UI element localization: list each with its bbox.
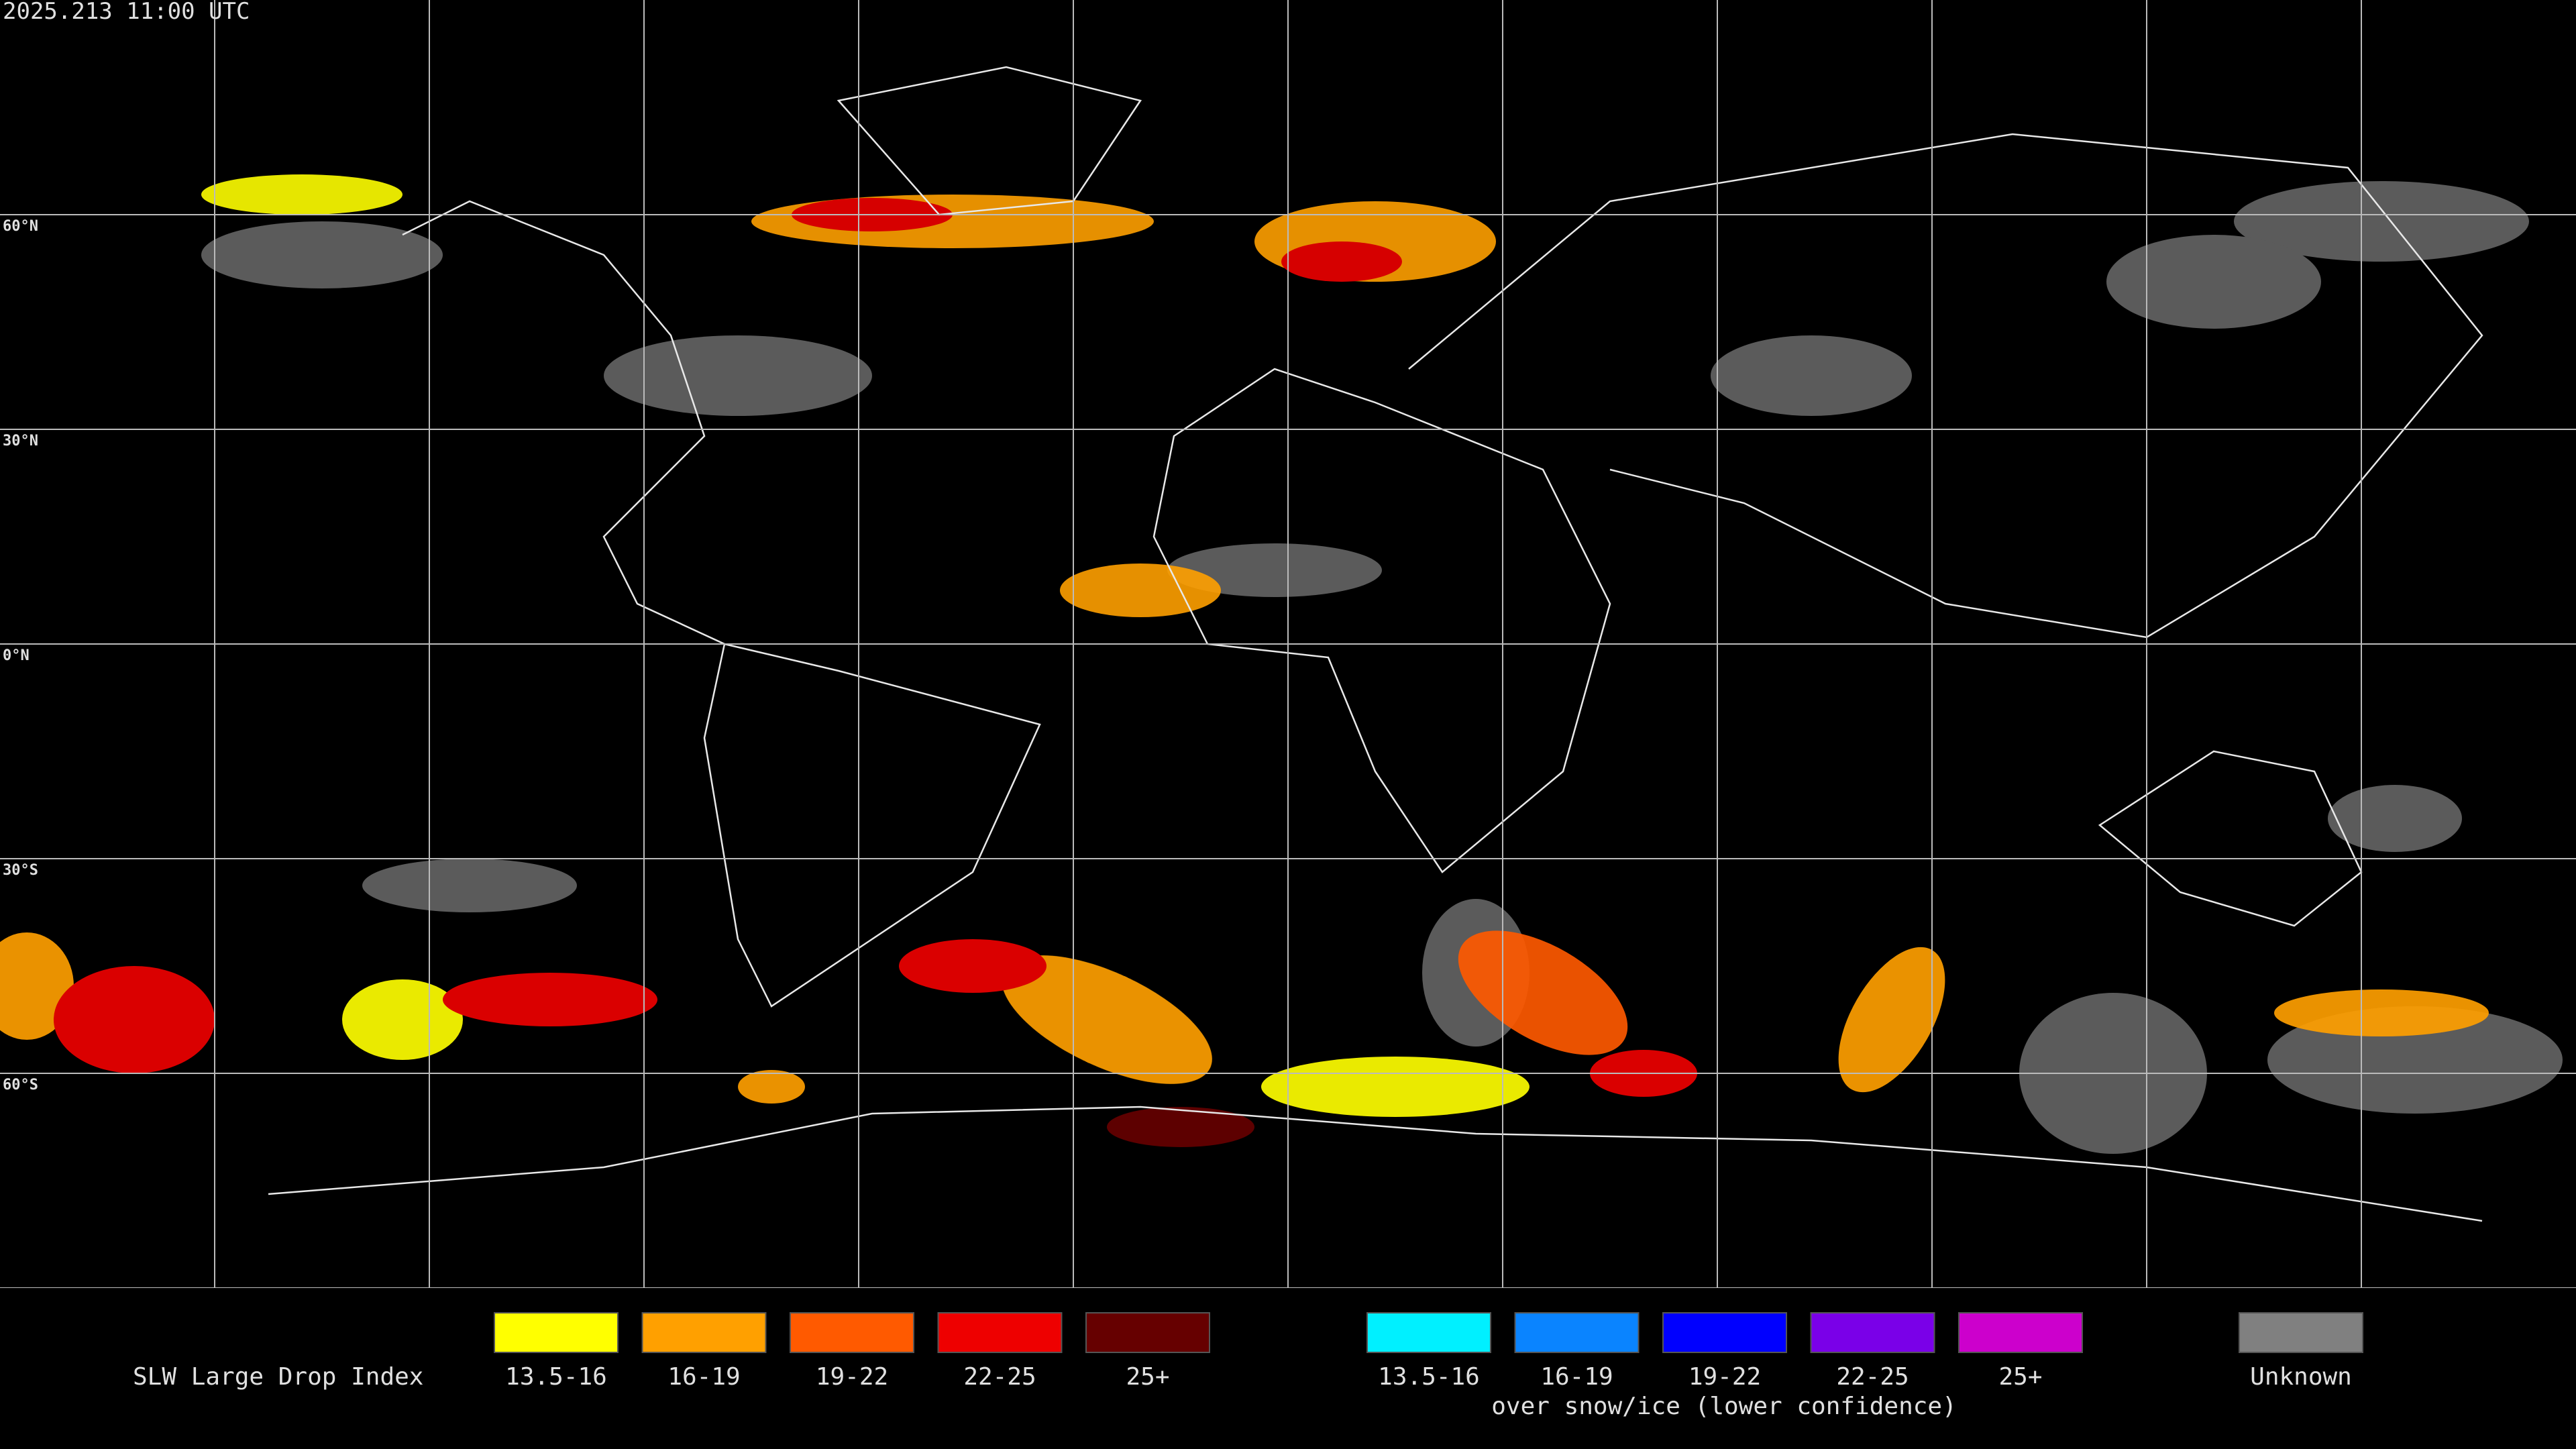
legend-swatch	[1085, 1312, 1210, 1353]
legend-panel	[0, 1288, 2576, 1449]
legend-swatch	[790, 1312, 914, 1353]
legend-label: 13.5-16	[1378, 1363, 1480, 1391]
legend-label: 25+	[1998, 1363, 2042, 1391]
legend-label: Unknown	[2250, 1363, 2352, 1391]
cloud-field	[0, 174, 2563, 1154]
legend-swatch	[641, 1312, 767, 1353]
legend-label: 16-19	[667, 1363, 740, 1391]
legend-swatch	[937, 1312, 1063, 1353]
legend-label: 19-22	[816, 1363, 888, 1391]
latitude-label: 60°N	[3, 218, 38, 235]
legend-label: 25+	[1126, 1363, 1169, 1391]
legend-label: 13.5-16	[505, 1363, 607, 1391]
latitude-label: 0°N	[3, 647, 30, 664]
coastlines	[268, 66, 2483, 1222]
legend-label: 16-19	[1540, 1363, 1613, 1391]
timestamp: 2025.213 11:00 UTC	[3, 0, 250, 25]
legend: 13.5-16 16-19 19-22 22-25 25+ 13.5-16 16-19 19-…	[494, 1312, 2363, 1391]
legend-label: 22-25	[963, 1363, 1036, 1391]
latitude-label: 30°N	[3, 433, 38, 449]
legend-swatch	[494, 1312, 619, 1353]
legend-swatch	[2239, 1312, 2363, 1353]
legend-swatch	[1810, 1312, 1935, 1353]
legend-title: SLW Large Drop Index	[133, 1363, 423, 1391]
legend-swatch	[1958, 1312, 2083, 1353]
latitude-label: 30°S	[3, 862, 38, 879]
legend-swatch	[1662, 1312, 1787, 1353]
graticule: 60°N 30°N 0°N 30°S 60°S	[0, 0, 2576, 1289]
legend-swatch	[1366, 1312, 1491, 1353]
legend-label: 22-25	[1836, 1363, 1909, 1391]
snow-note: over snow/ice (lower confidence)	[1491, 1393, 1957, 1420]
legend-swatch	[1514, 1312, 1640, 1353]
legend-label: 19-22	[1688, 1363, 1761, 1391]
latitude-label: 60°S	[3, 1077, 38, 1093]
